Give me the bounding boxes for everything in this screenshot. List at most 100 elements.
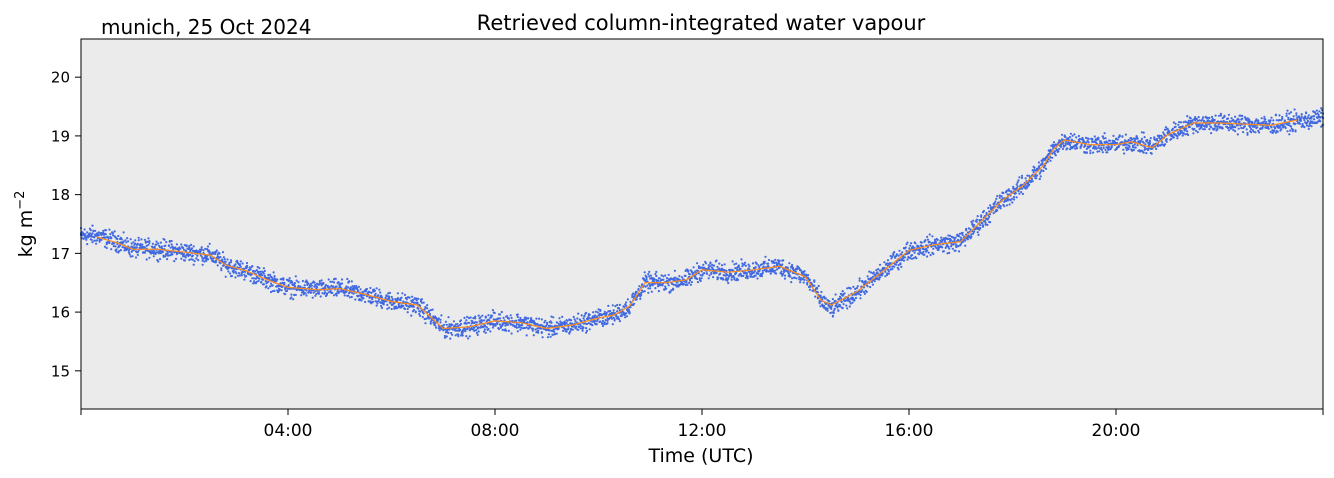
sample-point [1165, 138, 1168, 141]
sample-point [158, 252, 161, 255]
sample-point [568, 332, 571, 335]
sample-point [810, 282, 813, 285]
sample-point [910, 254, 914, 257]
sample-point [1020, 191, 1023, 194]
sample-point [91, 241, 94, 244]
sample-point [887, 270, 891, 273]
sample-point [892, 253, 895, 257]
sample-point [976, 215, 979, 218]
sample-point [1241, 114, 1244, 117]
sample-point [1281, 115, 1284, 119]
sample-point [214, 261, 217, 264]
sample-point [699, 274, 702, 277]
sample-point [159, 250, 162, 253]
sample-point [305, 279, 308, 282]
sample-point [631, 295, 634, 299]
sample-point [553, 330, 556, 333]
sample-point [993, 202, 996, 205]
sample-point [746, 275, 749, 278]
sample-point [580, 314, 583, 317]
sample-point [886, 268, 890, 271]
sample-point [842, 303, 845, 306]
sample-point [86, 243, 89, 246]
sample-point [313, 281, 316, 284]
sample-point [294, 293, 297, 296]
sample-point [1256, 126, 1259, 129]
sample-point [1052, 143, 1055, 146]
sample-point [692, 266, 695, 269]
sample-point [103, 245, 107, 248]
sample-point [944, 246, 947, 249]
sample-point [510, 316, 513, 320]
sample-point [1239, 124, 1242, 127]
sample-point [1230, 117, 1233, 120]
sample-point [1313, 118, 1316, 121]
sample-point [1320, 111, 1323, 114]
sample-point [1265, 121, 1268, 124]
sample-point [469, 316, 472, 319]
sample-point [423, 317, 426, 321]
sample-point [262, 272, 265, 275]
sample-point [974, 227, 978, 230]
sample-point [454, 334, 457, 337]
sample-point [477, 326, 480, 329]
sample-point [1135, 135, 1138, 138]
sample-point [639, 297, 642, 300]
sample-point [258, 277, 261, 280]
sample-point [343, 294, 346, 297]
sample-point [857, 292, 860, 295]
sample-point [425, 317, 428, 320]
sample-point [581, 329, 584, 332]
sample-point [1124, 133, 1127, 136]
sample-point [203, 260, 206, 263]
sample-point [690, 277, 693, 280]
sample-point [108, 228, 111, 231]
sample-point [308, 285, 312, 288]
sample-point [1127, 148, 1130, 151]
sample-point [989, 204, 992, 207]
sample-point [461, 334, 464, 337]
sample-point [1208, 128, 1211, 131]
sample-point [878, 276, 882, 279]
sample-point [728, 268, 732, 272]
sample-point [504, 324, 507, 327]
sample-point [720, 267, 724, 270]
sample-point [633, 302, 636, 305]
x-axis-label: Time (UTC) [647, 445, 753, 467]
sample-point [1170, 137, 1173, 141]
sample-point [720, 276, 723, 280]
sample-point [569, 322, 572, 325]
sample-point [1257, 119, 1260, 122]
sample-point [391, 299, 394, 302]
sample-point [579, 324, 582, 327]
sample-point [498, 317, 502, 320]
sample-point [282, 278, 285, 281]
sample-point [510, 323, 513, 326]
sample-point [775, 268, 779, 271]
sample-point [214, 252, 217, 255]
sample-point [572, 315, 575, 318]
sample-point [184, 256, 187, 259]
sample-point [1032, 171, 1035, 174]
sample-point [625, 312, 628, 315]
sample-point [801, 278, 804, 281]
sample-point [548, 329, 551, 332]
sample-point [1165, 140, 1168, 143]
sample-point [1272, 119, 1275, 122]
y-axis-label: kg m−2 [13, 191, 37, 258]
sample-point [1203, 125, 1206, 128]
sample-point [753, 270, 756, 273]
sample-point [491, 309, 494, 312]
sample-point [467, 321, 471, 324]
sample-point [986, 223, 989, 226]
sample-point [543, 321, 546, 324]
sample-point [806, 281, 809, 284]
sample-point [110, 248, 113, 251]
sample-point [954, 236, 957, 239]
sample-point [1166, 127, 1169, 130]
sample-point [783, 270, 786, 273]
sample-point [159, 252, 162, 255]
sample-point [1076, 147, 1079, 150]
sample-point [685, 281, 688, 284]
sample-point [104, 229, 107, 232]
